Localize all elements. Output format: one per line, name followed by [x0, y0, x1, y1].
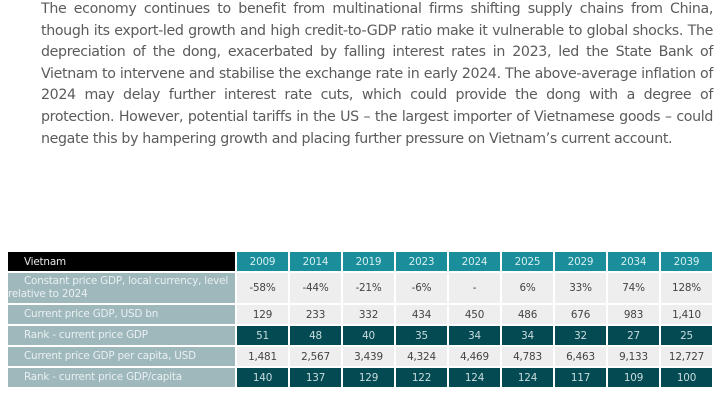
table-cell: 40 [343, 326, 394, 345]
table-cell: 450 [449, 305, 500, 324]
table-cell: 124 [502, 368, 553, 387]
year-header: 2034 [608, 252, 659, 271]
row-label: Rank - current price GDP/capita [8, 368, 235, 387]
year-header: 2023 [396, 252, 447, 271]
row-label: Rank - current price GDP [8, 326, 235, 345]
table-cell: 434 [396, 305, 447, 324]
table-cell: 34 [502, 326, 553, 345]
year-header: 2019 [343, 252, 394, 271]
economic-data-table: Vietnam 2009 2014 2019 2023 2024 2025 20… [6, 250, 714, 389]
table-cell: 332 [343, 305, 394, 324]
table-cell: 129 [343, 368, 394, 387]
table-cell: 6% [502, 273, 553, 303]
table-cell: 486 [502, 305, 553, 324]
table-cell: 6,463 [555, 347, 606, 366]
table-cell: - [449, 273, 500, 303]
table-cell: 1,410 [661, 305, 712, 324]
table-cell: 109 [608, 368, 659, 387]
table-cell: -44% [290, 273, 341, 303]
year-header: 2009 [237, 252, 288, 271]
table-cell: -21% [343, 273, 394, 303]
table-cell: 74% [608, 273, 659, 303]
table-cell: 983 [608, 305, 659, 324]
table-cell: 35 [396, 326, 447, 345]
table-cell: -6% [396, 273, 447, 303]
table-row-rank-gdp-per-capita: Rank - current price GDP/capita 140 137 … [8, 368, 712, 387]
year-header: 2014 [290, 252, 341, 271]
row-label: Current price GDP, USD bn [8, 305, 235, 324]
table-cell: 129 [237, 305, 288, 324]
year-header: 2025 [502, 252, 553, 271]
table-header-row: Vietnam 2009 2014 2019 2023 2024 2025 20… [8, 252, 712, 271]
table-cell: 128% [661, 273, 712, 303]
table-cell: 124 [449, 368, 500, 387]
table-cell: 4,783 [502, 347, 553, 366]
table-cell: 122 [396, 368, 447, 387]
row-label: Current price GDP per capita, USD [8, 347, 235, 366]
table-cell: 9,133 [608, 347, 659, 366]
table-cell: 1,481 [237, 347, 288, 366]
table-cell: 34 [449, 326, 500, 345]
table-cell: 100 [661, 368, 712, 387]
table-cell: -58% [237, 273, 288, 303]
table-title: Vietnam [8, 252, 235, 271]
table-cell: 233 [290, 305, 341, 324]
table-cell: 2,567 [290, 347, 341, 366]
year-header: 2039 [661, 252, 712, 271]
table-cell: 676 [555, 305, 606, 324]
year-header: 2029 [555, 252, 606, 271]
table-cell: 137 [290, 368, 341, 387]
body-paragraph: The economy continues to benefit from mu… [41, 1, 713, 147]
table-cell: 4,469 [449, 347, 500, 366]
table-row-rank-gdp: Rank - current price GDP 51 48 40 35 34 … [8, 326, 712, 345]
table-cell: 48 [290, 326, 341, 345]
table-cell: 12,727 [661, 347, 712, 366]
table-cell: 51 [237, 326, 288, 345]
table-row-constant-gdp: Constant price GDP, local currency, leve… [8, 273, 712, 303]
table-row-gdp-per-capita: Current price GDP per capita, USD 1,481 … [8, 347, 712, 366]
table-cell: 3,439 [343, 347, 394, 366]
row-label: Constant price GDP, local currency, leve… [8, 273, 235, 303]
year-header: 2024 [449, 252, 500, 271]
table-cell: 33% [555, 273, 606, 303]
table-cell: 117 [555, 368, 606, 387]
table-cell: 4,324 [396, 347, 447, 366]
table-cell: 32 [555, 326, 606, 345]
table-cell: 27 [608, 326, 659, 345]
table-cell: 140 [237, 368, 288, 387]
table-row-current-gdp: Current price GDP, USD bn 129 233 332 43… [8, 305, 712, 324]
table-cell: 25 [661, 326, 712, 345]
